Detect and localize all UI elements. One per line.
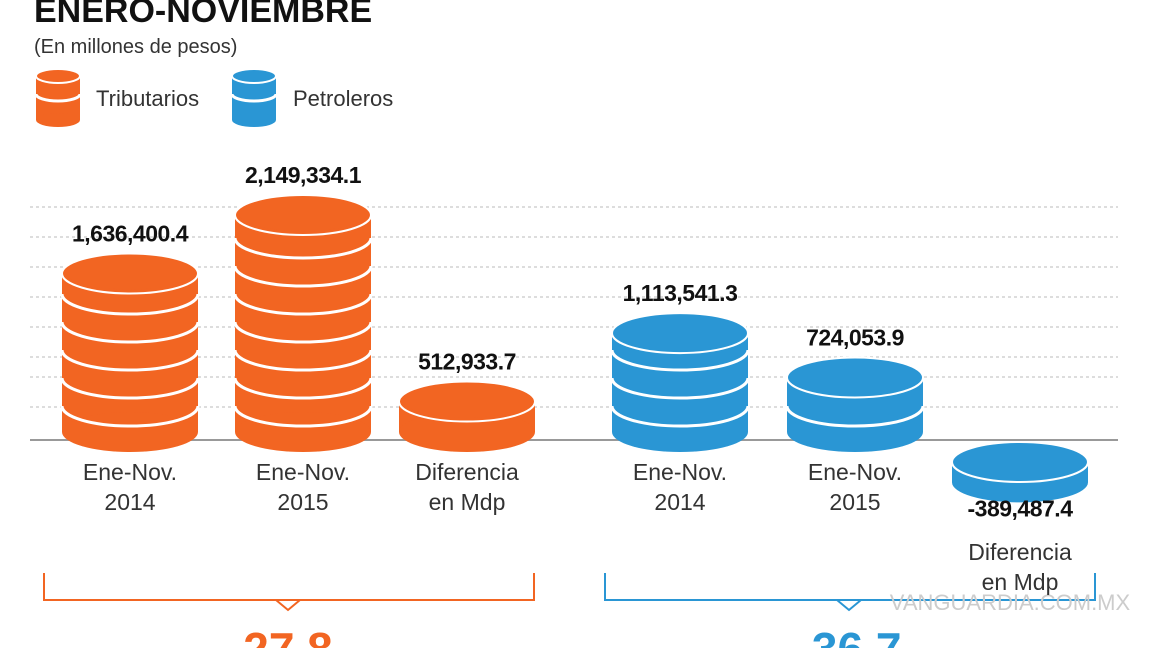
watermark: VANGUARDIA.COM.MX [890, 590, 1131, 615]
category-label: Diferencia en Mdp [415, 459, 519, 515]
bracket [604, 573, 1096, 612]
grid [30, 206, 1118, 408]
bracket [43, 573, 535, 612]
category-label: Ene-Nov. 2015 [808, 459, 902, 515]
value-label: 1,636,400.4 [72, 220, 189, 246]
value-label: 2,149,334.1 [245, 162, 362, 188]
coin-stack [233, 194, 373, 452]
category-label: Diferencia en Mdp [968, 539, 1072, 595]
category-label: Ene-Nov. 2014 [633, 459, 727, 515]
value-label: -389,487.4 [968, 495, 1074, 521]
chart-title: ENERO-NOVIEMBRE [34, 0, 372, 30]
change-label: 27.8 [243, 623, 333, 648]
coin-stack [610, 312, 750, 452]
legend-label: Tributarios [96, 86, 199, 111]
coin-stack [398, 380, 536, 452]
legend-icon [230, 68, 278, 127]
change-label: -36.7 [797, 623, 902, 648]
value-label: 512,933.7 [418, 349, 516, 375]
legend-icon [34, 68, 82, 127]
chart-subtitle: (En millones de pesos) [34, 36, 237, 58]
value-label: 724,053.9 [806, 324, 904, 350]
category-label: Ene-Nov. 2015 [256, 459, 350, 515]
value-label: 1,113,541.3 [623, 280, 738, 306]
coin-stack [951, 441, 1089, 503]
category-label: Ene-Nov. 2014 [83, 459, 177, 515]
legend-label: Petroleros [293, 86, 393, 111]
coin-stack [785, 356, 925, 452]
coin-stack [60, 252, 200, 452]
